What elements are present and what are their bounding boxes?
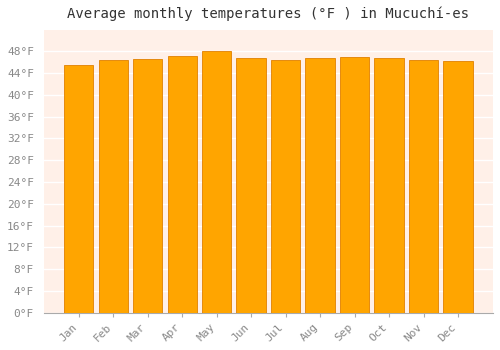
Bar bbox=[409, 60, 438, 313]
Bar bbox=[306, 58, 334, 313]
Title: Average monthly temperatures (°F ) in Mucuchí-es: Average monthly temperatures (°F ) in Mu… bbox=[68, 7, 469, 21]
Bar bbox=[444, 61, 472, 313]
Bar bbox=[168, 56, 197, 313]
Bar bbox=[374, 58, 404, 313]
Bar bbox=[133, 59, 162, 313]
Bar bbox=[236, 58, 266, 313]
Bar bbox=[271, 60, 300, 313]
Bar bbox=[98, 60, 128, 313]
Bar bbox=[340, 57, 369, 313]
Bar bbox=[202, 51, 232, 313]
Bar bbox=[64, 65, 94, 313]
